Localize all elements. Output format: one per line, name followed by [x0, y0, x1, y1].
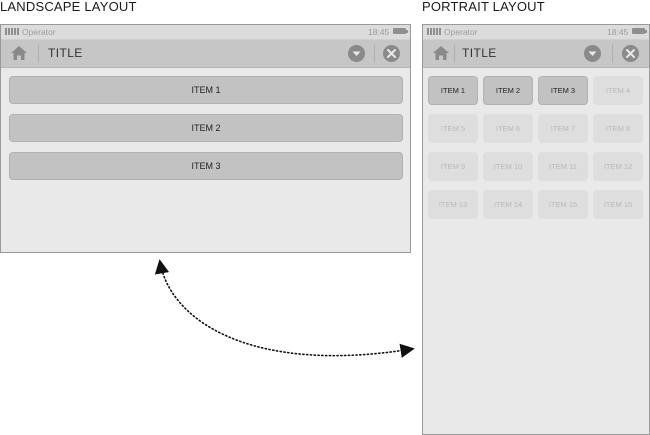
grid-item[interactable]: ITEM 3 — [538, 76, 588, 105]
divider — [374, 44, 375, 63]
page-title: TITLE — [48, 46, 83, 60]
list-item[interactable]: ITEM 3 — [9, 152, 403, 180]
grid-item[interactable]: ITEM 14 — [483, 190, 533, 219]
grid-item[interactable]: ITEM 4 — [593, 76, 643, 105]
grid-item[interactable]: ITEM 2 — [483, 76, 533, 105]
list-item[interactable]: ITEM 1 — [9, 76, 403, 104]
grid-item[interactable]: ITEM 5 — [428, 114, 478, 143]
divider — [454, 44, 455, 63]
landscape-caption: LANDSCAPE LAYOUT — [0, 0, 137, 14]
divider — [612, 44, 613, 63]
home-icon[interactable] — [433, 46, 449, 60]
operator-label: Operator — [22, 27, 56, 37]
signal-icon — [5, 28, 19, 35]
chevron-down-icon[interactable] — [348, 45, 365, 62]
title-bar: TITLE — [423, 40, 649, 68]
divider — [38, 44, 39, 63]
status-bar: Operator 18:45 — [423, 25, 649, 40]
status-time: 18:45 — [607, 27, 629, 37]
battery-icon — [632, 28, 647, 34]
title-bar: TITLE — [1, 40, 410, 68]
grid-item[interactable]: ITEM 10 — [483, 152, 533, 181]
chevron-down-icon[interactable] — [584, 45, 601, 62]
grid-item[interactable]: ITEM 12 — [593, 152, 643, 181]
close-icon[interactable] — [622, 45, 639, 62]
signal-icon — [427, 28, 441, 35]
grid-item[interactable]: ITEM 16 — [593, 190, 643, 219]
page-title: TITLE — [462, 46, 497, 60]
status-time: 18:45 — [368, 27, 390, 37]
grid-item[interactable]: ITEM 7 — [538, 114, 588, 143]
list-item[interactable]: ITEM 2 — [9, 114, 403, 142]
grid-item[interactable]: ITEM 9 — [428, 152, 478, 181]
grid-item[interactable]: ITEM 1 — [428, 76, 478, 105]
close-icon[interactable] — [383, 45, 400, 62]
battery-icon — [393, 28, 408, 34]
status-bar: Operator 18:45 — [1, 25, 410, 40]
landscape-device: Operator 18:45 TITLE ITEM 1 ITEM 2 ITEM … — [0, 24, 411, 253]
grid-item[interactable]: ITEM 8 — [593, 114, 643, 143]
grid-item[interactable]: ITEM 15 — [538, 190, 588, 219]
grid-item[interactable]: ITEM 11 — [538, 152, 588, 181]
operator-label: Operator — [444, 27, 478, 37]
home-icon[interactable] — [11, 46, 27, 60]
grid-item[interactable]: ITEM 13 — [428, 190, 478, 219]
portrait-caption: PORTRAIT LAYOUT — [422, 0, 545, 14]
grid-item[interactable]: ITEM 6 — [483, 114, 533, 143]
